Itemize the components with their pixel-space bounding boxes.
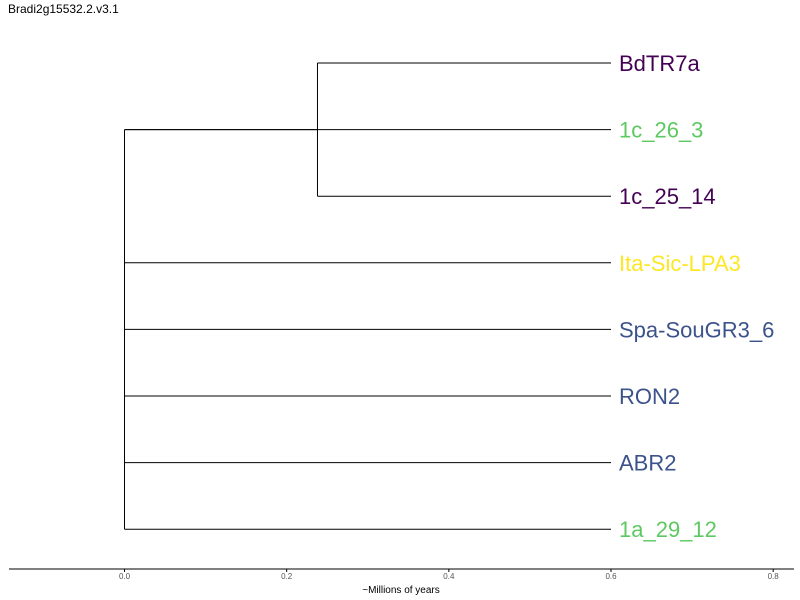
leaf-label: 1a_29_12 [619,517,717,542]
x-axis-ticks: 0.0 0.2 0.4 0.6 0.8 [119,569,779,581]
leaf-label: RON2 [619,384,680,409]
leaf-label: ABR2 [619,451,676,476]
leaf-label: BdTR7a [619,51,700,76]
leaf-label: 1c_26_3 [619,118,703,143]
x-tick-label: 0.2 [281,572,293,581]
leaf-labels: BdTR7a 1c_26_3 1c_25_14 Ita-Sic-LPA3 Spa-Sou… [619,51,774,542]
x-tick-label: 0.8 [768,572,780,581]
leaf-label: Ita-Sic-LPA3 [619,251,741,276]
tree-branches [124,62,611,530]
x-axis: 0.0 0.2 0.4 0.6 0.8 ~Millions of years [9,568,794,596]
x-tick-label: 0.0 [119,572,131,581]
x-tick-label: 0.4 [443,572,455,581]
figure-title: Bradi2g15532.2.v3.1 [8,2,119,16]
x-axis-label: ~Millions of years [362,585,440,596]
x-tick-label: 0.6 [605,572,617,581]
leaf-label: 1c_25_14 [619,184,716,209]
leaf-label: Spa-SouGR3_6 [619,317,774,342]
